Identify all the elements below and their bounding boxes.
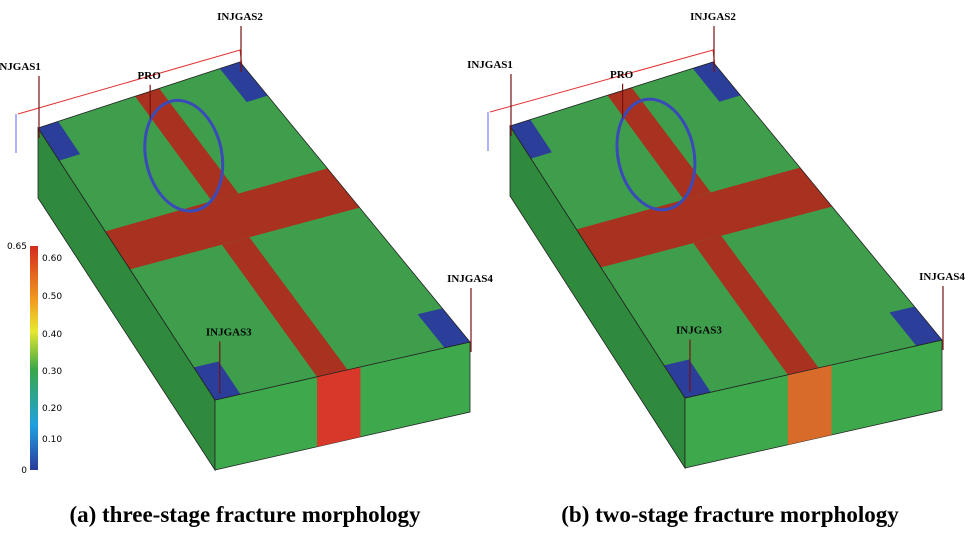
- well-label: INJGAS4: [919, 271, 965, 283]
- caption: (a) three-stage fracture morphology: [69, 502, 421, 527]
- colorbar-tick: 0.40: [42, 330, 62, 340]
- figure: INJGAS1 INJGAS2 PRO INJGAS3 INJGAS4 (a) three…: [0, 0, 972, 539]
- well-label: PRO: [138, 70, 162, 82]
- colorbar-tick: 0.60: [42, 254, 62, 264]
- colorbar-tick: 0.50: [42, 292, 62, 302]
- well-label: INJGAS3: [206, 326, 252, 338]
- well-label: INJGAS2: [690, 11, 736, 23]
- colorbar-tick: 0.30: [42, 367, 62, 377]
- well-label: INJGAS2: [217, 11, 263, 23]
- colorbar-tick: 0.20: [42, 404, 62, 414]
- colorbar-tick: 0.10: [42, 435, 62, 445]
- caption: (b) two-stage fracture morphology: [561, 502, 899, 527]
- well-label: PRO: [610, 69, 634, 81]
- front-fracture: [788, 365, 832, 445]
- well-label: INJGAS1: [0, 61, 41, 73]
- front-fracture: [317, 367, 360, 447]
- colorbar: [30, 246, 38, 470]
- well-label: INJGAS4: [447, 273, 493, 285]
- colorbar-tick: 0.65: [7, 242, 27, 252]
- well-label: INJGAS1: [467, 59, 513, 71]
- colorbar-tick: 0: [21, 466, 27, 476]
- well-label: INJGAS3: [676, 324, 722, 336]
